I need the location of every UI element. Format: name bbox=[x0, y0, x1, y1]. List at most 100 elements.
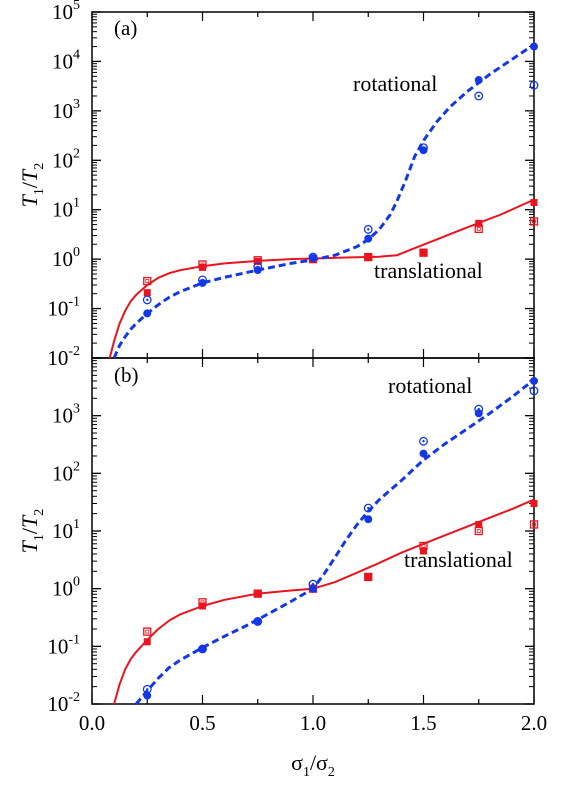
point-rot_open bbox=[529, 386, 539, 396]
point-trans_open-inner bbox=[532, 522, 536, 527]
point-trans_open bbox=[253, 256, 262, 265]
curve-trans_fit bbox=[108, 198, 535, 359]
point-rot_open bbox=[253, 262, 263, 272]
point-trans_open-inner bbox=[145, 629, 150, 634]
point-trans_open bbox=[253, 589, 262, 598]
panel-b-translational-label: translational bbox=[404, 547, 513, 572]
point-trans_filled bbox=[475, 520, 483, 528]
panel-a-y-axis-label: T1/T2 bbox=[17, 163, 47, 208]
point-rot_open-dot bbox=[367, 506, 370, 510]
point-trans_open-inner bbox=[366, 574, 371, 579]
point-trans_open bbox=[198, 260, 207, 269]
point-rot_open bbox=[474, 404, 484, 414]
point-trans_filled bbox=[420, 547, 427, 555]
curve-rot_fit bbox=[135, 378, 535, 705]
panel-a-translational-label: translational bbox=[374, 258, 483, 283]
panel-b-ticks: 10-2 10-1 100 101 102 103 0.0 0.5 1.0 1.5 2.0 bbox=[47, 357, 547, 735]
point-rot_open-dot bbox=[256, 265, 259, 268]
point-rot_open bbox=[142, 684, 152, 694]
point-trans_filled bbox=[143, 289, 151, 297]
point-trans_open bbox=[364, 252, 373, 262]
point-trans_open bbox=[419, 541, 428, 551]
point-rot_open-dot bbox=[367, 228, 370, 231]
point-rot_filled bbox=[198, 278, 207, 287]
point-rot_open bbox=[529, 80, 539, 90]
point-rot_filled bbox=[530, 42, 538, 51]
point-trans_filled bbox=[530, 499, 538, 507]
y-tick-label: 102 bbox=[52, 459, 80, 485]
y-tick-label: 102 bbox=[52, 146, 80, 172]
point-trans_open-inner bbox=[476, 226, 481, 231]
y-tick-label: 101 bbox=[52, 517, 80, 543]
x-tick-label: 0.0 bbox=[79, 711, 105, 735]
point-rot_open bbox=[363, 503, 373, 513]
point-rot_open bbox=[474, 91, 484, 101]
panel-a-plot bbox=[108, 42, 539, 359]
point-rot_open bbox=[419, 436, 428, 446]
point-trans_filled bbox=[254, 590, 262, 598]
y-tick-label: 104 bbox=[52, 47, 80, 73]
point-trans_open bbox=[364, 572, 373, 582]
panel-a-rotational-label: rotational bbox=[353, 71, 437, 96]
point-rot_open bbox=[419, 143, 428, 153]
point-trans_open bbox=[198, 598, 207, 607]
point-trans_open bbox=[143, 276, 152, 286]
point-rot_open-dot bbox=[256, 620, 259, 623]
point-trans_filled bbox=[530, 198, 538, 206]
y-tick-label: 101 bbox=[52, 196, 80, 222]
point-trans_open-inner bbox=[200, 262, 205, 267]
point-trans_open bbox=[474, 224, 483, 234]
x-tick-label: 2.0 bbox=[521, 711, 547, 735]
point-rot_filled bbox=[474, 76, 483, 85]
point-trans_open-inner bbox=[255, 591, 260, 596]
panel-b-frame bbox=[91, 357, 535, 705]
point-trans_open-inner bbox=[421, 544, 426, 548]
point-rot_filled bbox=[364, 515, 373, 524]
point-trans_open bbox=[143, 627, 152, 636]
point-rot_open-dot bbox=[477, 94, 480, 98]
point-trans_open-inner bbox=[366, 255, 371, 259]
point-rot_open-dot bbox=[532, 84, 536, 87]
point-trans_open-inner bbox=[255, 258, 260, 263]
y-tick-label: 10-1 bbox=[47, 295, 80, 321]
point-rot_open-dot bbox=[146, 298, 149, 302]
point-trans_open bbox=[474, 526, 483, 536]
x-tick-label: 1.0 bbox=[300, 711, 326, 735]
point-rot_open bbox=[308, 252, 318, 262]
point-rot_open-dot bbox=[477, 407, 480, 411]
point-rot_open-dot bbox=[146, 688, 149, 691]
x-axis-label: σ1/σ2 bbox=[291, 750, 335, 780]
point-rot_filled bbox=[143, 691, 152, 700]
y-tick-label: 105 bbox=[52, 0, 80, 24]
point-rot_filled bbox=[364, 234, 373, 243]
point-rot_filled bbox=[419, 449, 428, 458]
point-trans_open-inner bbox=[145, 279, 150, 283]
y-tick-label: 103 bbox=[52, 97, 80, 123]
point-rot_open-dot bbox=[201, 278, 204, 282]
point-rot_open-dot bbox=[311, 255, 315, 259]
point-rot_filled bbox=[143, 309, 152, 318]
y-tick-label: 10-2 bbox=[47, 344, 80, 370]
x-tick-label: 0.5 bbox=[189, 711, 215, 735]
panel-b-plot bbox=[113, 376, 539, 705]
point-trans_filled bbox=[420, 249, 427, 257]
point-rot_open-dot bbox=[422, 440, 425, 443]
point-rot_filled bbox=[419, 146, 428, 155]
point-trans_open-inner bbox=[421, 250, 426, 255]
point-rot_filled bbox=[530, 376, 538, 385]
point-trans_filled bbox=[143, 638, 151, 646]
point-rot_open-dot bbox=[532, 389, 536, 392]
panel-a-label: (a) bbox=[114, 16, 137, 40]
point-trans_open bbox=[529, 520, 539, 529]
point-rot_open bbox=[142, 295, 152, 305]
point-trans_open-inner bbox=[200, 600, 205, 605]
point-rot_open-dot bbox=[311, 582, 315, 586]
curve-trans_fit bbox=[113, 498, 535, 705]
x-tick-label: 1.5 bbox=[410, 711, 436, 735]
y-tick-label: 103 bbox=[52, 402, 80, 428]
y-tick-label: 100 bbox=[52, 575, 80, 601]
point-rot_open bbox=[363, 224, 373, 234]
curve-rot_fit bbox=[112, 43, 535, 359]
point-trans_open bbox=[419, 248, 428, 257]
